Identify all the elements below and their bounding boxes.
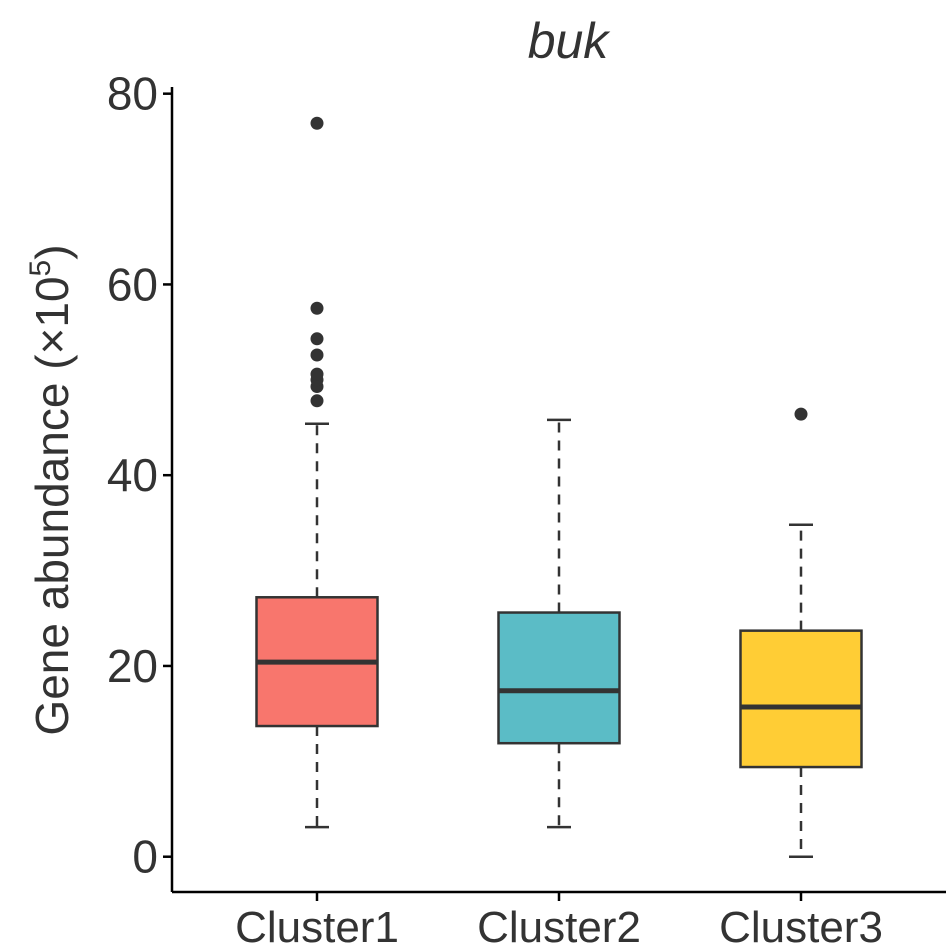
y-axis-label-close: ) [26,244,78,259]
y-axis-label-text: Gene abundance (×10 [26,276,78,735]
y-tick-label: 0 [132,831,158,883]
y-axis-label: Gene abundance (×105) [24,244,78,735]
y-tick-label: 20 [107,640,158,692]
y-tick-label: 80 [107,68,158,120]
x-tick-label: Cluster1 [235,903,399,947]
iqr-box [497,611,621,745]
x-axis-ticks: Cluster1 Cluster2 Cluster3 [235,892,883,947]
chart-title: buk [528,13,612,69]
outlier-point [310,367,324,381]
outlier-point [310,332,324,346]
x-tick-label: Cluster3 [719,903,883,947]
outlier-point [310,348,324,362]
y-tick-label: 60 [107,258,158,310]
outlier-point [310,116,324,130]
y-axis-label-superscript: 5 [24,260,57,277]
outlier-point [310,394,324,408]
box-cluster1 [255,116,379,829]
iqr-box [739,629,863,769]
plot-area [255,116,863,858]
box-cluster2 [497,418,621,829]
box-cluster3 [739,407,863,858]
outlier-point [794,407,808,421]
x-tick-label: Cluster2 [477,903,641,947]
y-tick-label: 40 [107,449,158,501]
y-axis-ticks: 0 20 40 60 80 [107,68,172,883]
outlier-point [310,301,324,315]
